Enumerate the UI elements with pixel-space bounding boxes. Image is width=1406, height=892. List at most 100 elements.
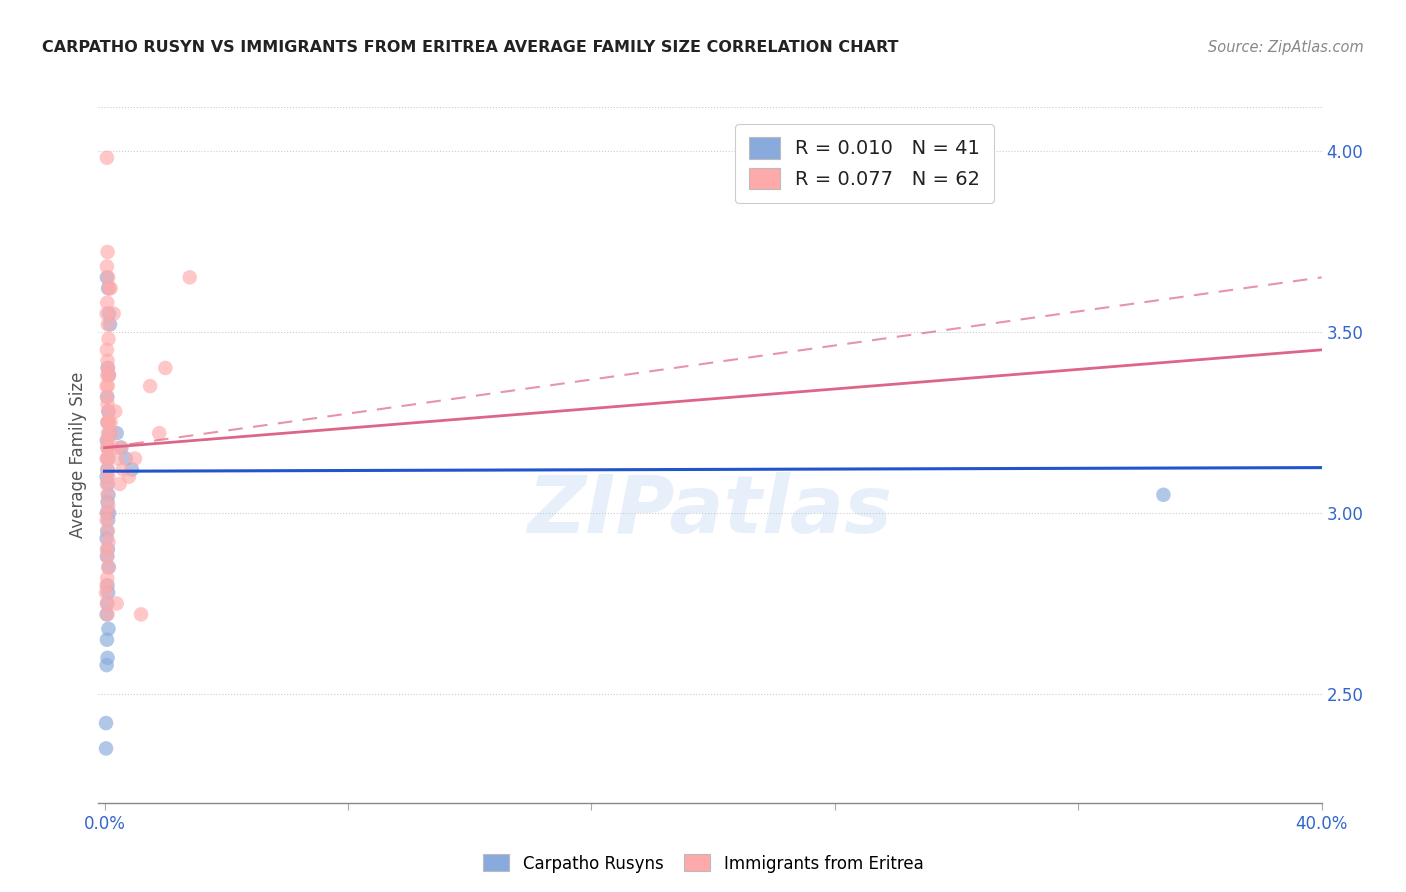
Point bbox=[97, 535, 120, 549]
Point bbox=[96, 549, 118, 564]
Point bbox=[96, 260, 118, 274]
Point bbox=[96, 151, 118, 165]
Text: CARPATHO RUSYN VS IMMIGRANTS FROM ERITREA AVERAGE FAMILY SIZE CORRELATION CHART: CARPATHO RUSYN VS IMMIGRANTS FROM ERITRE… bbox=[42, 40, 898, 55]
Point bbox=[105, 597, 128, 611]
Point bbox=[96, 379, 118, 393]
Point bbox=[97, 368, 120, 383]
Point bbox=[124, 451, 146, 466]
Point bbox=[114, 451, 136, 466]
Point bbox=[111, 462, 134, 476]
Point bbox=[94, 741, 117, 756]
Point bbox=[97, 404, 120, 418]
Point bbox=[96, 307, 118, 321]
Point bbox=[97, 462, 120, 476]
Point bbox=[179, 270, 201, 285]
Point bbox=[98, 281, 121, 295]
Point bbox=[118, 469, 141, 483]
Point bbox=[97, 560, 120, 574]
Point bbox=[96, 415, 118, 429]
Point bbox=[96, 343, 118, 357]
Point bbox=[96, 270, 118, 285]
Point bbox=[97, 441, 120, 455]
Point bbox=[96, 361, 118, 376]
Point bbox=[97, 524, 120, 538]
Point bbox=[139, 379, 162, 393]
Point bbox=[97, 379, 120, 393]
Point bbox=[96, 531, 118, 545]
Point bbox=[96, 477, 118, 491]
Point bbox=[96, 651, 118, 665]
Point bbox=[96, 469, 118, 483]
Point bbox=[97, 622, 120, 636]
Point bbox=[96, 495, 118, 509]
Point bbox=[96, 597, 118, 611]
Point bbox=[103, 307, 125, 321]
Point bbox=[96, 368, 118, 383]
Point bbox=[96, 524, 118, 538]
Point bbox=[96, 451, 118, 466]
Point bbox=[97, 318, 120, 332]
Point bbox=[97, 469, 120, 483]
Point bbox=[96, 390, 118, 404]
Point bbox=[97, 513, 120, 527]
Point bbox=[97, 488, 120, 502]
Point bbox=[97, 477, 120, 491]
Point bbox=[148, 426, 170, 441]
Point bbox=[100, 281, 122, 295]
Point bbox=[105, 426, 128, 441]
Point bbox=[1152, 488, 1174, 502]
Text: ZIPatlas: ZIPatlas bbox=[527, 472, 893, 549]
Point bbox=[98, 426, 121, 441]
Point bbox=[94, 716, 117, 731]
Point bbox=[97, 585, 120, 599]
Point bbox=[110, 441, 132, 455]
Point bbox=[97, 361, 120, 376]
Point bbox=[97, 426, 120, 441]
Legend: Carpatho Rusyns, Immigrants from Eritrea: Carpatho Rusyns, Immigrants from Eritrea bbox=[477, 847, 929, 880]
Point bbox=[108, 477, 131, 491]
Point bbox=[96, 397, 118, 411]
Point bbox=[96, 578, 118, 592]
Point bbox=[96, 434, 118, 448]
Point bbox=[96, 597, 118, 611]
Point bbox=[110, 441, 132, 455]
Point bbox=[97, 451, 120, 466]
Point bbox=[97, 404, 120, 418]
Point bbox=[94, 585, 117, 599]
Point bbox=[97, 332, 120, 346]
Point bbox=[96, 390, 118, 404]
Point bbox=[97, 499, 120, 513]
Point bbox=[155, 361, 177, 376]
Point bbox=[104, 404, 127, 418]
Point bbox=[121, 462, 143, 476]
Point bbox=[96, 441, 118, 455]
Point bbox=[96, 571, 118, 585]
Point bbox=[98, 318, 121, 332]
Point bbox=[96, 295, 118, 310]
Point bbox=[96, 549, 118, 564]
Point bbox=[96, 441, 118, 455]
Point bbox=[97, 560, 120, 574]
Point bbox=[97, 281, 120, 295]
Point bbox=[96, 513, 118, 527]
Legend: R = 0.010   N = 41, R = 0.077   N = 62: R = 0.010 N = 41, R = 0.077 N = 62 bbox=[735, 124, 994, 203]
Point bbox=[96, 607, 118, 622]
Point bbox=[96, 462, 118, 476]
Text: Source: ZipAtlas.com: Source: ZipAtlas.com bbox=[1208, 40, 1364, 55]
Point bbox=[96, 434, 118, 448]
Point bbox=[97, 415, 120, 429]
Point bbox=[107, 451, 129, 466]
Point bbox=[98, 307, 121, 321]
Y-axis label: Average Family Size: Average Family Size bbox=[69, 372, 87, 538]
Point bbox=[97, 270, 120, 285]
Point bbox=[96, 488, 118, 502]
Point bbox=[97, 542, 120, 557]
Point bbox=[98, 368, 121, 383]
Point bbox=[101, 426, 124, 441]
Point bbox=[96, 658, 118, 673]
Point bbox=[96, 632, 118, 647]
Point bbox=[96, 353, 118, 368]
Point bbox=[96, 506, 118, 520]
Point bbox=[96, 506, 118, 520]
Point bbox=[100, 415, 122, 429]
